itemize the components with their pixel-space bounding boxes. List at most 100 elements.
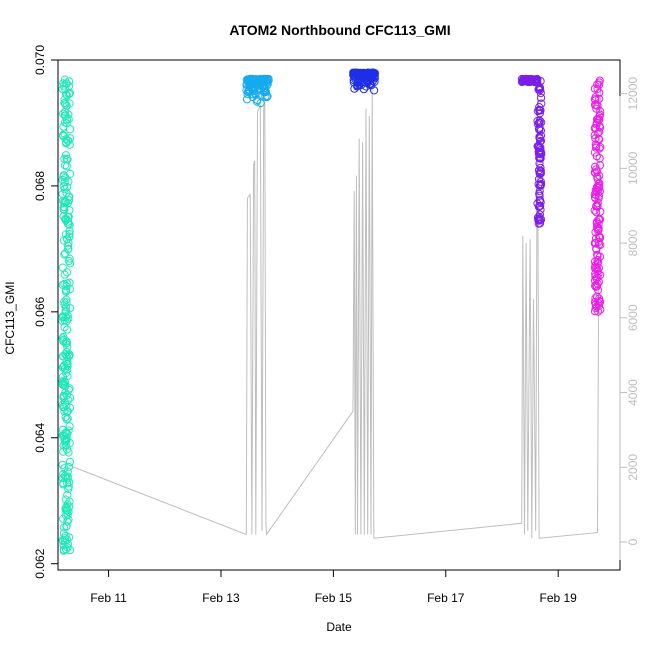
altitude-line-layer — [69, 82, 602, 539]
data-point — [64, 385, 73, 395]
data-point — [62, 135, 71, 144]
data-point — [256, 79, 265, 88]
data-point — [62, 434, 71, 443]
data-point — [537, 118, 546, 127]
data-point — [595, 154, 604, 163]
series-2 — [349, 68, 379, 95]
data-point — [520, 76, 529, 85]
data-point — [535, 83, 545, 92]
y-axis-label: CFC113_GMI — [3, 281, 17, 354]
data-point — [536, 201, 545, 210]
data-point — [535, 109, 545, 118]
data-point — [242, 75, 251, 85]
data-point — [590, 307, 600, 316]
x-axis-label: Date — [326, 620, 352, 634]
data-point — [62, 115, 72, 124]
data-point — [63, 311, 72, 320]
data-point — [61, 249, 70, 258]
data-point — [60, 297, 69, 306]
x-tick-label-0: Feb 11 — [90, 591, 127, 605]
data-point — [595, 112, 604, 121]
data-point — [58, 372, 68, 381]
data-point — [596, 107, 605, 116]
data-point — [591, 162, 600, 171]
series-1 — [242, 74, 273, 108]
data-point — [58, 536, 67, 545]
data-points-layer — [58, 68, 605, 555]
data-point — [530, 77, 539, 87]
data-point — [537, 99, 546, 108]
y-tick-label-0: 0.062 — [33, 548, 47, 578]
data-point — [63, 241, 73, 250]
data-point — [595, 179, 604, 188]
y2-tick-label-6: 12000 — [626, 77, 640, 111]
y2-tick-label-0: 0 — [626, 538, 640, 545]
data-point — [592, 208, 601, 217]
data-point — [58, 317, 67, 326]
x-axis: Feb 11 Feb 13 Feb 15 Feb 17 Feb 19 — [90, 569, 578, 605]
data-point — [65, 232, 74, 241]
data-point — [594, 226, 603, 235]
data-point — [64, 136, 73, 145]
data-point — [61, 151, 71, 160]
chart-title: ATOM2 Northbound CFC113_GMI — [229, 22, 450, 38]
data-point — [593, 251, 602, 260]
data-point — [365, 80, 374, 89]
data-point — [590, 124, 599, 133]
data-point — [64, 515, 73, 524]
data-point — [58, 474, 67, 483]
data-point — [533, 116, 542, 126]
data-point — [596, 143, 605, 152]
data-point — [63, 343, 72, 352]
y2-tick-label-4: 8000 — [626, 229, 640, 256]
data-point — [59, 109, 68, 118]
data-point — [248, 85, 257, 94]
y-tick-label-4: 0.070 — [33, 45, 47, 75]
data-point — [59, 171, 68, 180]
data-point — [60, 161, 70, 170]
data-point — [261, 92, 270, 102]
data-point — [535, 189, 544, 198]
data-point — [61, 214, 70, 223]
data-point — [60, 185, 69, 194]
data-point — [534, 219, 543, 228]
y-axis: 0.062 0.064 0.066 0.068 0.070 — [33, 45, 59, 579]
data-point — [63, 234, 72, 244]
data-point — [590, 95, 600, 104]
data-point — [595, 123, 605, 132]
x-tick-label-1: Feb 13 — [202, 591, 240, 605]
data-point — [60, 464, 69, 473]
data-point — [534, 142, 543, 151]
data-point — [60, 300, 69, 309]
data-point — [63, 359, 72, 368]
data-point — [369, 68, 378, 77]
y2-tick-label-1: 2000 — [626, 454, 640, 481]
data-point — [63, 490, 72, 499]
data-point — [60, 323, 69, 332]
data-point — [535, 169, 544, 178]
data-point — [65, 457, 75, 466]
data-point — [62, 138, 71, 147]
data-point — [62, 298, 71, 307]
data-point — [536, 163, 545, 172]
data-point — [65, 546, 75, 555]
data-point — [242, 95, 252, 104]
data-point — [58, 280, 67, 289]
x-tick-label-2: Feb 15 — [315, 591, 353, 605]
data-point — [591, 304, 600, 313]
data-point — [592, 100, 601, 110]
data-point — [59, 352, 68, 361]
series-3 — [517, 74, 546, 228]
x-tick-label-4: Feb 19 — [540, 591, 578, 605]
data-point — [59, 313, 68, 322]
data-point — [243, 89, 252, 99]
data-point — [592, 143, 601, 152]
data-point — [590, 84, 600, 93]
data-point — [247, 76, 256, 86]
data-point — [60, 205, 69, 215]
data-point — [64, 82, 74, 91]
y-tick-label-2: 0.066 — [33, 297, 47, 327]
data-point — [593, 80, 602, 89]
y2-tick-label-3: 6000 — [626, 304, 640, 331]
